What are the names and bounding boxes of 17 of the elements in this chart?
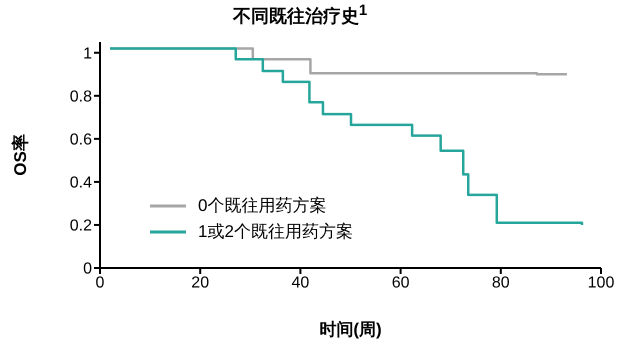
chart-title: 不同既往治疗史$^{1}$ <box>232 2 368 28</box>
y-tick-label: 0.6 <box>70 132 92 149</box>
x-tick-label: 80 <box>492 274 510 292</box>
x-tick-label: 40 <box>292 274 310 292</box>
y-tick-label: 0 <box>83 260 92 278</box>
y-tick-label: 0.4 <box>70 174 92 192</box>
y-axis-title: OS率 <box>11 134 30 176</box>
y-tick-label: 1 <box>83 45 92 62</box>
x-tick-label: 20 <box>191 274 210 292</box>
x-tick-label: 60 <box>392 274 410 292</box>
x-axis-title: 时间(周) <box>319 320 382 339</box>
x-tick-label: 0 <box>96 274 105 292</box>
x-tick-label: 100 <box>588 274 614 292</box>
y-tick-label: 0.2 <box>70 218 92 235</box>
legend-label: 1或2个既往用药方案 <box>198 221 353 243</box>
legend-label: 0个既往用药方案 <box>198 195 326 217</box>
y-tick-label: 0.8 <box>70 88 92 106</box>
